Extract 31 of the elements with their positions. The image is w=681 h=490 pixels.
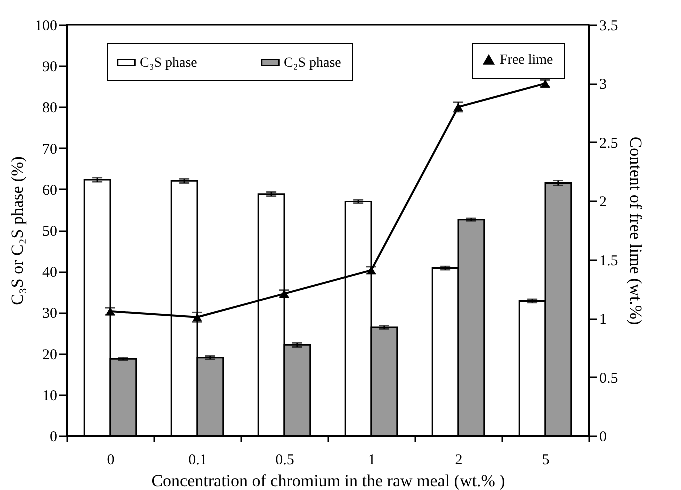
x-tick-label: 1 — [368, 452, 376, 468]
y-tick-label: 40 — [42, 265, 58, 282]
y-axis-title: C₃S or C₂S phase (%) — [8, 156, 27, 306]
legend-label: C₃S phase — [140, 56, 198, 71]
y2-tick-label: 1 — [600, 312, 607, 328]
legend-label: Free lime — [500, 53, 554, 68]
y-tick-label: 80 — [42, 100, 58, 117]
y-tick-label: 20 — [42, 347, 58, 364]
y-tick-label: 60 — [42, 182, 58, 199]
y-tick-label: 30 — [42, 306, 58, 322]
y-tick-label: 0 — [50, 430, 58, 446]
y-tick-label: 50 — [42, 224, 58, 240]
x-tick-label: 0 — [107, 452, 115, 468]
y2-tick-label: 0.5 — [600, 370, 618, 387]
x-tick-label: 2 — [455, 452, 463, 468]
y-tick-label: 70 — [42, 142, 58, 158]
y-tick-label: 10 — [42, 388, 58, 404]
y2-tick-label: 1.5 — [600, 253, 618, 270]
x-tick-label: 5 — [542, 452, 550, 468]
y2-axis-title: Content of free lime (wt.%) — [626, 136, 646, 326]
y-tick-label: 100 — [35, 18, 58, 34]
y2-tick-label: 3 — [600, 77, 607, 94]
x-tick-label: 0.1 — [188, 452, 208, 468]
y-tick-label: 90 — [42, 60, 58, 76]
x-axis-title: Concentration of chromium in the raw meal (wt.% ) — [152, 472, 506, 490]
y2-tick-label: 2.5 — [600, 136, 618, 152]
y2-tick-label: 3.5 — [600, 18, 618, 34]
y2-tick-label: 2 — [600, 194, 607, 211]
legend-label: C₂S phase — [284, 56, 342, 71]
y2-tick-label: 0 — [600, 430, 607, 446]
x-tick-label: 0.5 — [276, 452, 294, 468]
